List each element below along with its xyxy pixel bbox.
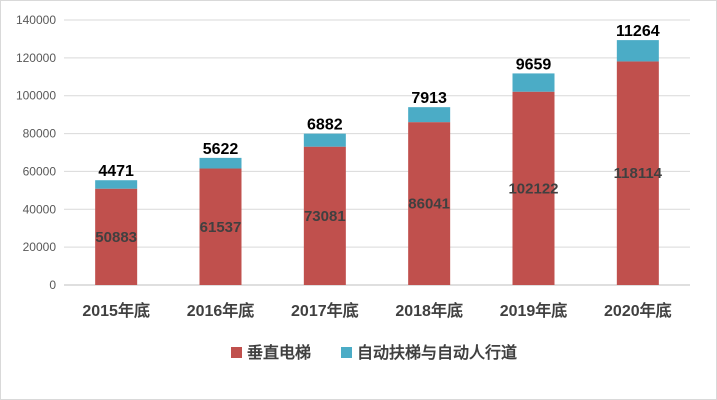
x-tick-label-4: 2019年底 [500, 301, 568, 320]
data-label-vertical-elevator-0: 50883 [95, 229, 137, 246]
y-tick-label-2: 40000 [23, 202, 57, 216]
bar-escalator-5 [616, 40, 659, 62]
y-tick-label-7: 140000 [16, 13, 56, 27]
bar-escalator-1 [199, 157, 242, 169]
x-tick-label-3: 2018年底 [395, 301, 463, 320]
data-label-escalator-4: 9659 [516, 56, 552, 73]
y-tick-label-6: 120000 [16, 51, 56, 65]
bar-vertical-elevator-3 [408, 122, 451, 285]
data-label-escalator-0: 4471 [98, 163, 134, 180]
bar-vertical-elevator-0 [95, 188, 138, 285]
data-label-escalator-2: 6882 [307, 117, 343, 134]
bar-vertical-elevator-4 [512, 91, 555, 286]
legend-swatch-vertical-elevator [231, 347, 242, 358]
y-tick-label-3: 60000 [23, 164, 57, 178]
legend-label-escalator: 自动扶梯与自动人行道 [357, 343, 517, 362]
data-label-vertical-elevator-1: 61537 [200, 219, 242, 236]
legend-swatch-escalator [341, 347, 352, 358]
bar-escalator-4 [512, 73, 555, 92]
bar-escalator-3 [408, 107, 451, 123]
bar-vertical-elevator-2 [303, 146, 346, 285]
data-label-vertical-elevator-5: 118114 [614, 165, 663, 182]
bar-vertical-elevator-1 [199, 168, 242, 285]
bar-vertical-elevator-5 [616, 61, 659, 286]
data-label-escalator-5: 11264 [616, 23, 660, 40]
x-tick-label-5: 2020年底 [604, 301, 672, 320]
x-tick-label-0: 2015年底 [82, 301, 150, 320]
bar-escalator-2 [303, 133, 346, 147]
data-label-vertical-elevator-3: 86041 [408, 196, 450, 213]
bar-escalator-0 [95, 180, 138, 189]
x-tick-label-2: 2017年底 [291, 301, 359, 320]
legend-label-vertical-elevator: 垂直电梯 [247, 343, 311, 362]
data-label-vertical-elevator-4: 102122 [508, 180, 558, 197]
y-tick-label-0: 0 [49, 278, 56, 292]
y-tick-label-4: 80000 [23, 127, 57, 141]
y-tick-label-1: 20000 [23, 240, 57, 254]
y-tick-label-5: 100000 [16, 89, 56, 103]
data-label-escalator-1: 5622 [203, 141, 239, 158]
data-label-vertical-elevator-2: 73081 [304, 208, 346, 225]
x-tick-label-1: 2016年底 [187, 301, 255, 320]
data-label-escalator-3: 7913 [411, 90, 447, 107]
